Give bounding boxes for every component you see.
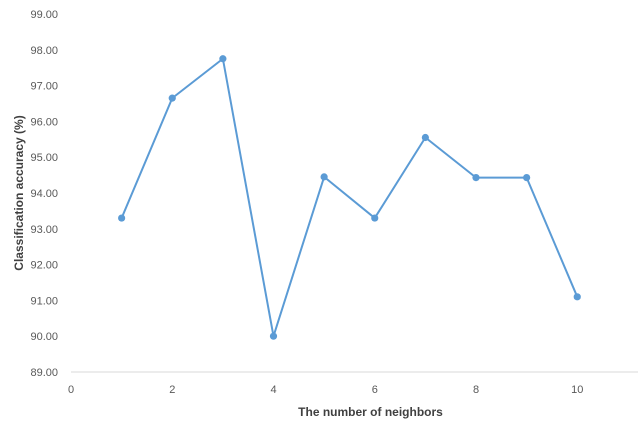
y-tick-label: 92.00 (30, 260, 58, 272)
y-tick-label: 93.00 (30, 224, 58, 236)
x-tick-label: 8 (473, 384, 479, 396)
series-line (120, 57, 579, 338)
y-tick-label: 96.00 (30, 116, 58, 128)
y-tick-label: 99.00 (30, 9, 58, 21)
x-tick-label: 2 (169, 384, 175, 396)
data-point (573, 293, 581, 301)
data-point (118, 214, 126, 222)
data-point (320, 173, 328, 181)
y-tick-label: 91.00 (30, 295, 58, 307)
y-tick-label: 98.00 (30, 45, 58, 57)
y-tick-label: 89.00 (30, 367, 58, 379)
x-tick-label: 6 (372, 384, 378, 396)
x-tick-label: 10 (571, 384, 583, 396)
data-point (472, 174, 480, 182)
y-axis-ticks: 89.00 90.00 91.00 92.00 93.00 94.00 95.00 96.00… (30, 9, 58, 379)
series-group (118, 55, 581, 340)
y-axis-title: Classification accuracy (%) (12, 115, 26, 270)
x-tick-label: 0 (68, 384, 74, 396)
y-tick-label: 95.00 (30, 152, 58, 164)
data-point (371, 214, 379, 222)
data-point (168, 94, 176, 102)
y-tick-label: 90.00 (30, 331, 58, 343)
data-point (421, 133, 429, 142)
y-tick-label: 94.00 (30, 188, 58, 200)
x-axis-ticks: 0 2 4 6 8 10 (68, 384, 583, 396)
data-point (523, 174, 531, 182)
data-point (219, 55, 227, 63)
x-axis-title: The number of neighbors (298, 405, 443, 419)
y-tick-label: 97.00 (30, 81, 58, 93)
x-tick-label: 4 (270, 384, 276, 396)
data-point (269, 332, 278, 340)
